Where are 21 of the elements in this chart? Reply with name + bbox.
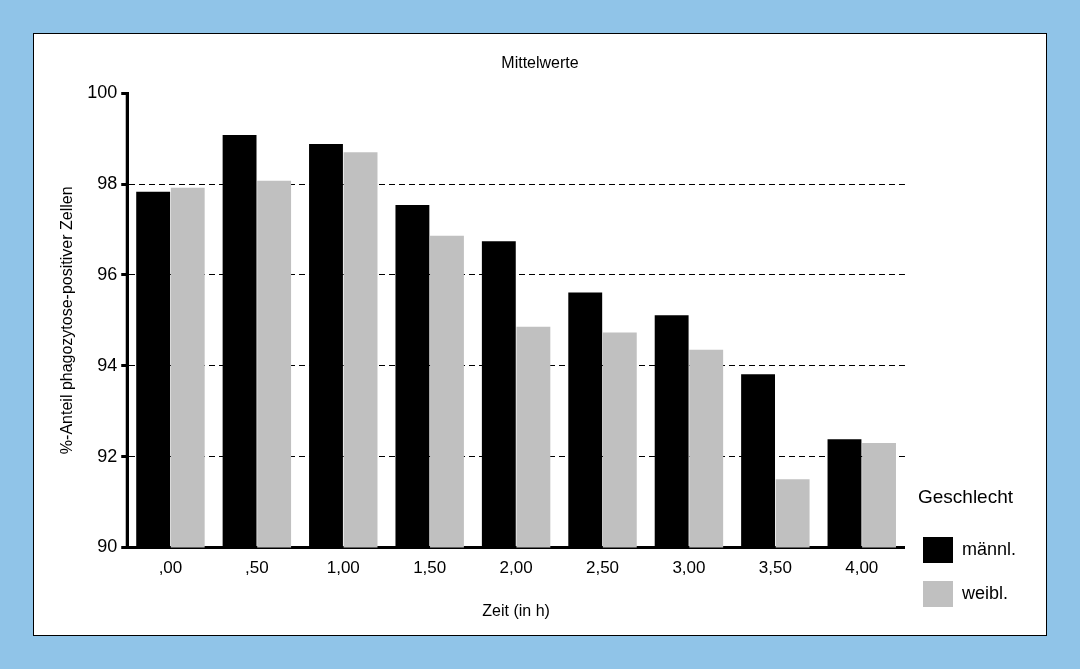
x-tick-label: 2,50 xyxy=(585,558,620,578)
x-tick-label: 1,50 xyxy=(413,558,447,578)
y-tick-label: 90 xyxy=(97,536,118,557)
legend-title: Geschlecht xyxy=(917,485,1014,507)
x-tick-label: 4,00 xyxy=(845,558,879,578)
x-tick-label: 2,00 xyxy=(499,558,533,578)
y-tick-label: 92 xyxy=(97,445,118,466)
chart-title: Mittelwerte xyxy=(501,54,579,72)
x-axis-title: Zeit (in h) xyxy=(482,601,550,619)
x-tick-label: 1,00 xyxy=(326,558,360,578)
y-tick-label: 94 xyxy=(97,354,118,375)
x-tick-label: ,50 xyxy=(245,558,269,578)
legend-label: männl. xyxy=(961,538,1016,559)
y-tick-label: 96 xyxy=(97,263,118,284)
y-axis-title: %-Anteil phagozytose-positiver Zellen xyxy=(58,186,76,455)
y-tick-label: 100 xyxy=(87,82,118,103)
x-tick-label: 3,00 xyxy=(672,558,706,578)
legend-label: weibl. xyxy=(960,582,1008,603)
y-tick-label: 98 xyxy=(97,173,118,194)
x-tick-label: 3,50 xyxy=(758,558,792,578)
x-tick-label: ,00 xyxy=(158,558,183,578)
